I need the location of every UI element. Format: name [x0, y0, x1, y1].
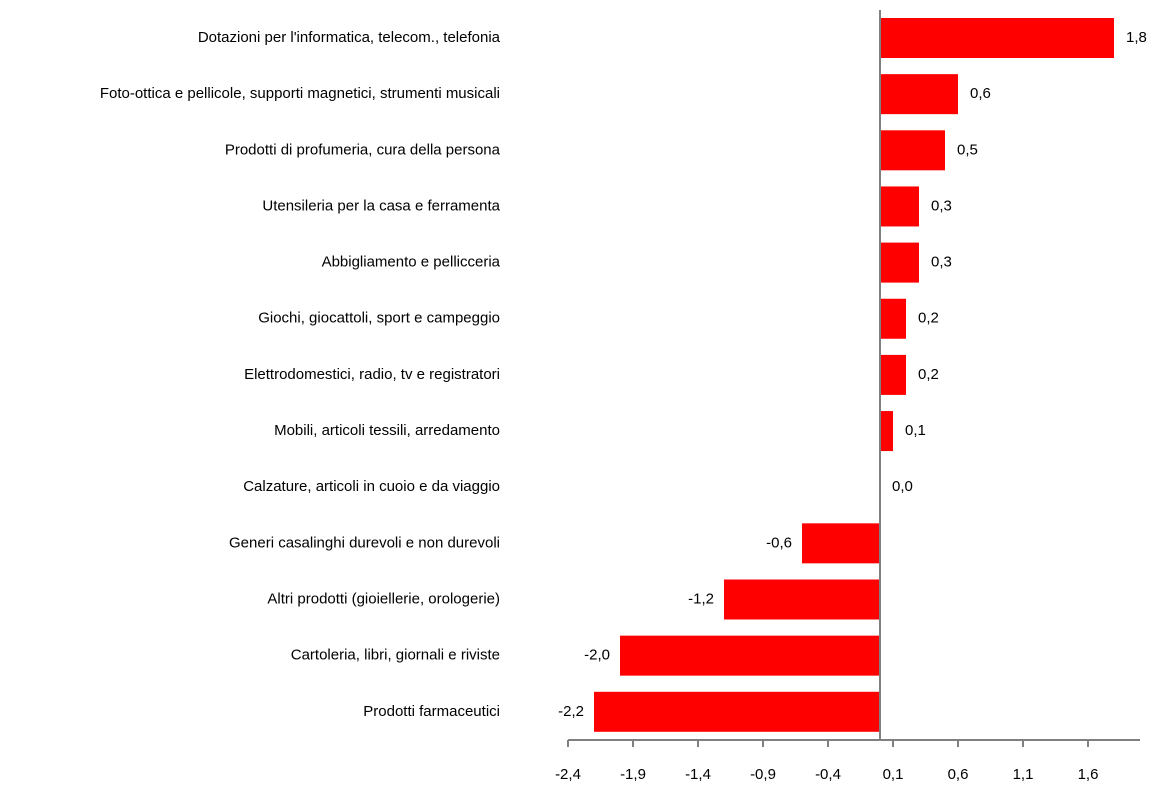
- bar: [620, 635, 880, 676]
- x-tick-label: 0,6: [948, 766, 969, 783]
- value-label: -1,2: [688, 590, 714, 607]
- value-label: 0,2: [918, 310, 939, 327]
- bar: [880, 74, 958, 115]
- x-tick-label: 1,6: [1078, 766, 1099, 783]
- category-label: Mobili, articoli tessili, arredamento: [274, 422, 500, 439]
- value-label: 0,3: [931, 197, 952, 214]
- value-label: -2,2: [558, 703, 584, 720]
- x-tick-label: 1,1: [1013, 766, 1034, 783]
- category-label: Elettrodomestici, radio, tv e registrato…: [244, 366, 500, 383]
- value-label: 0,6: [970, 85, 991, 102]
- bar: [880, 354, 906, 395]
- bar: [880, 186, 919, 227]
- value-label: 0,0: [892, 478, 913, 495]
- category-label: Calzature, articoli in cuoio e da viaggi…: [243, 478, 500, 495]
- category-label: Prodotti farmaceutici: [363, 703, 500, 720]
- value-label: 0,3: [931, 254, 952, 271]
- category-label: Utensileria per la casa e ferramenta: [262, 197, 500, 214]
- x-tick-label: -0,4: [815, 766, 841, 783]
- x-tick-label: 0,1: [883, 766, 904, 783]
- bar: [880, 411, 893, 452]
- category-label: Prodotti di profumeria, cura della perso…: [225, 141, 501, 158]
- bar: [724, 579, 880, 620]
- bar: [880, 18, 1114, 58]
- category-label: Cartoleria, libri, giornali e riviste: [291, 647, 500, 664]
- bar: [802, 523, 880, 564]
- category-label: Abbigliamento e pellicceria: [322, 254, 501, 271]
- value-label: 0,5: [957, 141, 978, 158]
- bar: [880, 130, 945, 171]
- category-label: Generi casalinghi durevoli e non durevol…: [229, 534, 500, 551]
- category-label: Foto-ottica e pellicole, supporti magnet…: [100, 85, 500, 102]
- category-label: Giochi, giocattoli, sport e campeggio: [258, 310, 500, 327]
- value-label: -2,0: [584, 647, 610, 664]
- category-label: Altri prodotti (gioiellerie, orologerie): [267, 590, 500, 607]
- bar: [880, 298, 906, 339]
- x-tick-label: -0,9: [750, 766, 776, 783]
- x-tick-label: -2,4: [555, 766, 581, 783]
- value-label: -0,6: [766, 534, 792, 551]
- value-label: 0,1: [905, 422, 926, 439]
- bar: [880, 242, 919, 283]
- value-label: 1,8: [1126, 29, 1147, 46]
- value-label: 0,2: [918, 366, 939, 383]
- bar: [594, 691, 880, 732]
- x-tick-label: -1,4: [685, 766, 711, 783]
- category-label: Dotazioni per l'informatica, telecom., t…: [198, 29, 501, 46]
- x-tick-label: -1,9: [620, 766, 646, 783]
